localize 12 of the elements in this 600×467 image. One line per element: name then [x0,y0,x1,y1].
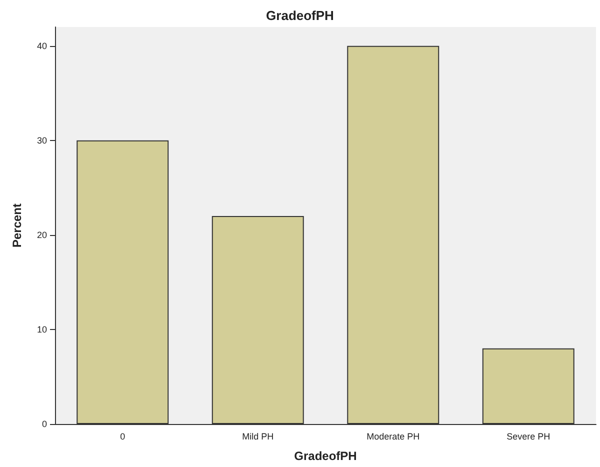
y-tick-label: 30 [36,135,47,146]
y-tick-label: 40 [36,40,47,51]
x-tick-label: Mild PH [242,432,274,442]
y-axis-title: Percent [10,203,24,248]
x-tick-label: 0 [120,432,126,442]
y-tick-label: 20 [36,230,47,240]
chart-title: GradeofPH [266,8,334,23]
x-tick-label: Moderate PH [366,432,420,442]
y-tick-label: 0 [42,419,47,429]
x-tick-label: Severe PH [506,432,550,442]
y-tick-label: 10 [36,324,47,334]
x-axis-title: GradeofPH [294,449,357,463]
